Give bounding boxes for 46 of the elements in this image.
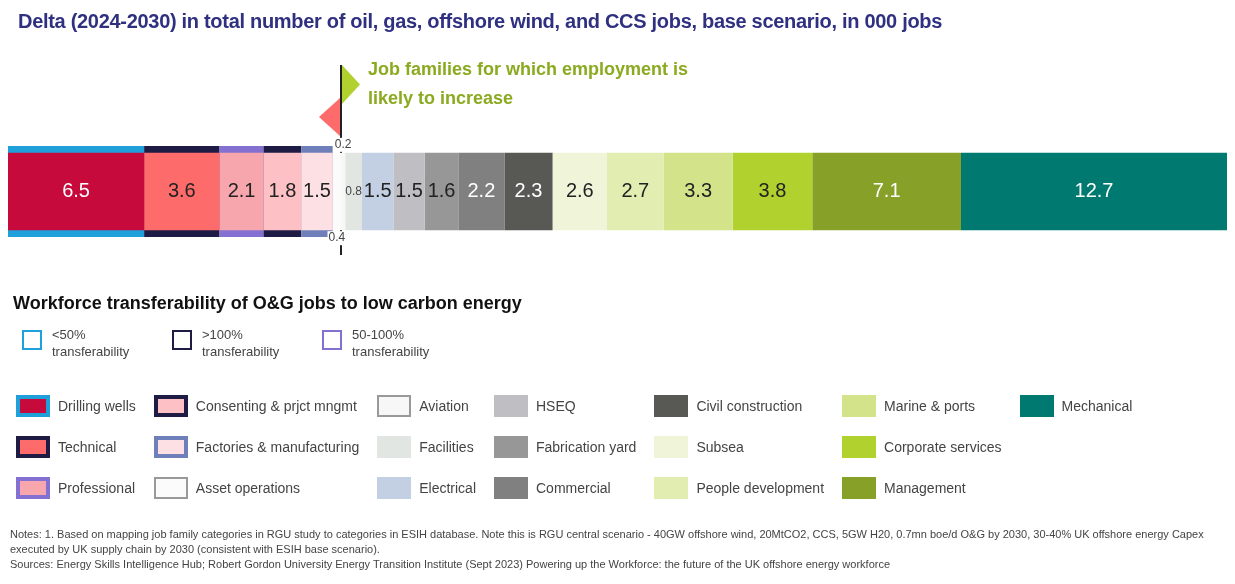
source-note: Sources: Energy Skills Intelligence Hub; Robert Gordon University Energy Transition Institute (Sept 2023) Powering up the Workforce: the future of the UK offshore energy workforce [10, 557, 892, 572]
data-label: 1.5 [363, 179, 392, 202]
legend-title: Workforce transferability of O&G jobs to low carbon energy [13, 293, 522, 314]
data-label: 0.8 [345, 183, 363, 198]
data-label: 0.4 [328, 230, 346, 245]
data-label: 2.7 [621, 179, 650, 202]
chart-title: Delta (2024-2030) in total number of oil, gas, offshore wind, and CCS jobs, base scenario, in 000 jobs [18, 10, 943, 33]
data-label: 1.6 [427, 179, 456, 202]
data-label: 0.2 [334, 137, 352, 152]
legend-label: Management [884, 479, 966, 496]
legend-label: 50-100% transferability [352, 326, 431, 360]
legend-label: Commercial [536, 479, 611, 496]
legend-label: Electrical [419, 479, 476, 496]
data-label: 7.1 [872, 179, 901, 202]
legend-label: <50% transferability [52, 326, 131, 360]
legend-label: Technical [58, 438, 117, 455]
legend-label: Professional [58, 479, 136, 496]
data-label: 1.5 [303, 179, 331, 202]
legend-label: Civil construction [696, 397, 803, 414]
legend-label: Drilling wells [58, 397, 136, 414]
data-label: 12.7 [1074, 179, 1114, 202]
text: Notes: 1. Based on mapping job family categories in RGU study to categories in ESIH database. Note this is RGU central scenario - 40GW offshore wind, 20MtCO2, CCS, 5GW H20, 0.7mn boe/d O&G by 2030, 30-40% UK offshore energy Capex executed by UK supply chain by 2030 (consistent with ESIH base scenario). [10, 527, 1205, 557]
legend-label: Factories & manufacturing [195, 438, 360, 455]
legend-label: People development [696, 479, 825, 496]
data-label: 3.3 [684, 179, 713, 202]
legend-label: Marine & ports [884, 397, 976, 414]
data-label: 2.6 [565, 179, 594, 202]
data-label: 6.5 [62, 179, 90, 202]
data-label: 2.2 [467, 179, 496, 202]
legend-label: Fabrication yard [536, 438, 637, 455]
data-label: 3.6 [167, 179, 196, 202]
data-label: 2.1 [227, 179, 256, 202]
data-label: 1.8 [268, 179, 297, 202]
data-label: 3.8 [758, 179, 787, 202]
legend-label: Subsea [696, 438, 744, 455]
legend-label: >100% transferability [202, 326, 281, 360]
text: Job families for which employment is likely to increase [368, 58, 690, 110]
legend-label: Corporate services [884, 438, 1002, 455]
legend-label: Consenting & prjct mngmt [195, 397, 357, 414]
data-label: 2.3 [514, 179, 543, 202]
legend-label: Mechanical [1061, 397, 1133, 414]
legend-label: Facilities [419, 438, 474, 455]
legend-label: Aviation [419, 397, 469, 414]
data-label: 1.5 [395, 179, 423, 202]
legend-label: HSEQ [536, 397, 576, 414]
legend-label: Asset operations [195, 479, 301, 496]
